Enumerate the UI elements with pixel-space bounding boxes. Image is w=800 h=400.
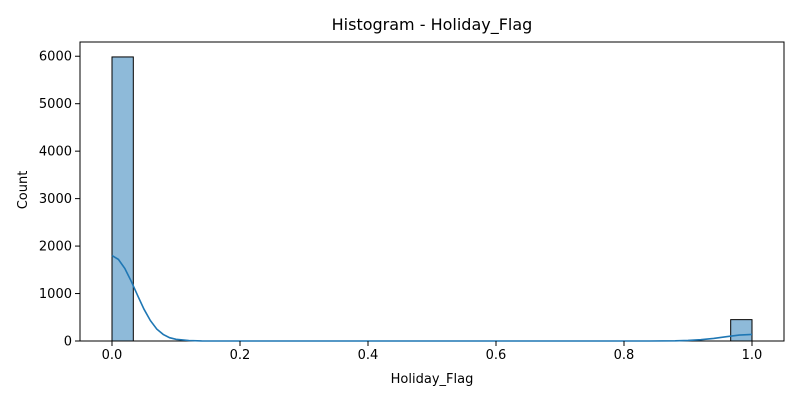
x-tick-label-0: 0.0 (102, 348, 123, 363)
y-axis-label: Count (16, 171, 31, 210)
y-tick-label-0: 0 (64, 335, 72, 350)
y-tick-label-6: 6000 (39, 50, 72, 65)
x-tick-label-1: 0.2 (230, 348, 251, 363)
histogram-bar-0 (111, 56, 134, 342)
y-tick-label-2: 2000 (39, 240, 72, 255)
y-tick-label-5: 5000 (39, 97, 72, 112)
kde-line (111, 254, 753, 342)
chart-title: Histogram - Holiday_Flag (332, 15, 533, 35)
x-axis-label: Holiday_Flag (391, 372, 474, 387)
plot-frame (79, 41, 785, 342)
y-axis: 0 1000 2000 3000 4000 5000 6000 (39, 50, 80, 350)
x-tick-label-5: 1.0 (742, 348, 763, 363)
y-tick-label-4: 4000 (39, 145, 72, 160)
kde-group (111, 254, 753, 342)
histogram-bar-1 (730, 319, 753, 342)
plot-area (79, 41, 785, 342)
x-tick-label-4: 0.8 (614, 348, 635, 363)
x-axis: 0.0 0.2 0.4 0.6 0.8 1.0 (102, 341, 763, 363)
x-tick-label-3: 0.6 (486, 348, 507, 363)
x-tick-label-2: 0.4 (358, 348, 379, 363)
bars-group (111, 56, 753, 342)
y-tick-label-3: 3000 (39, 192, 72, 207)
y-tick-label-1: 1000 (39, 287, 72, 302)
